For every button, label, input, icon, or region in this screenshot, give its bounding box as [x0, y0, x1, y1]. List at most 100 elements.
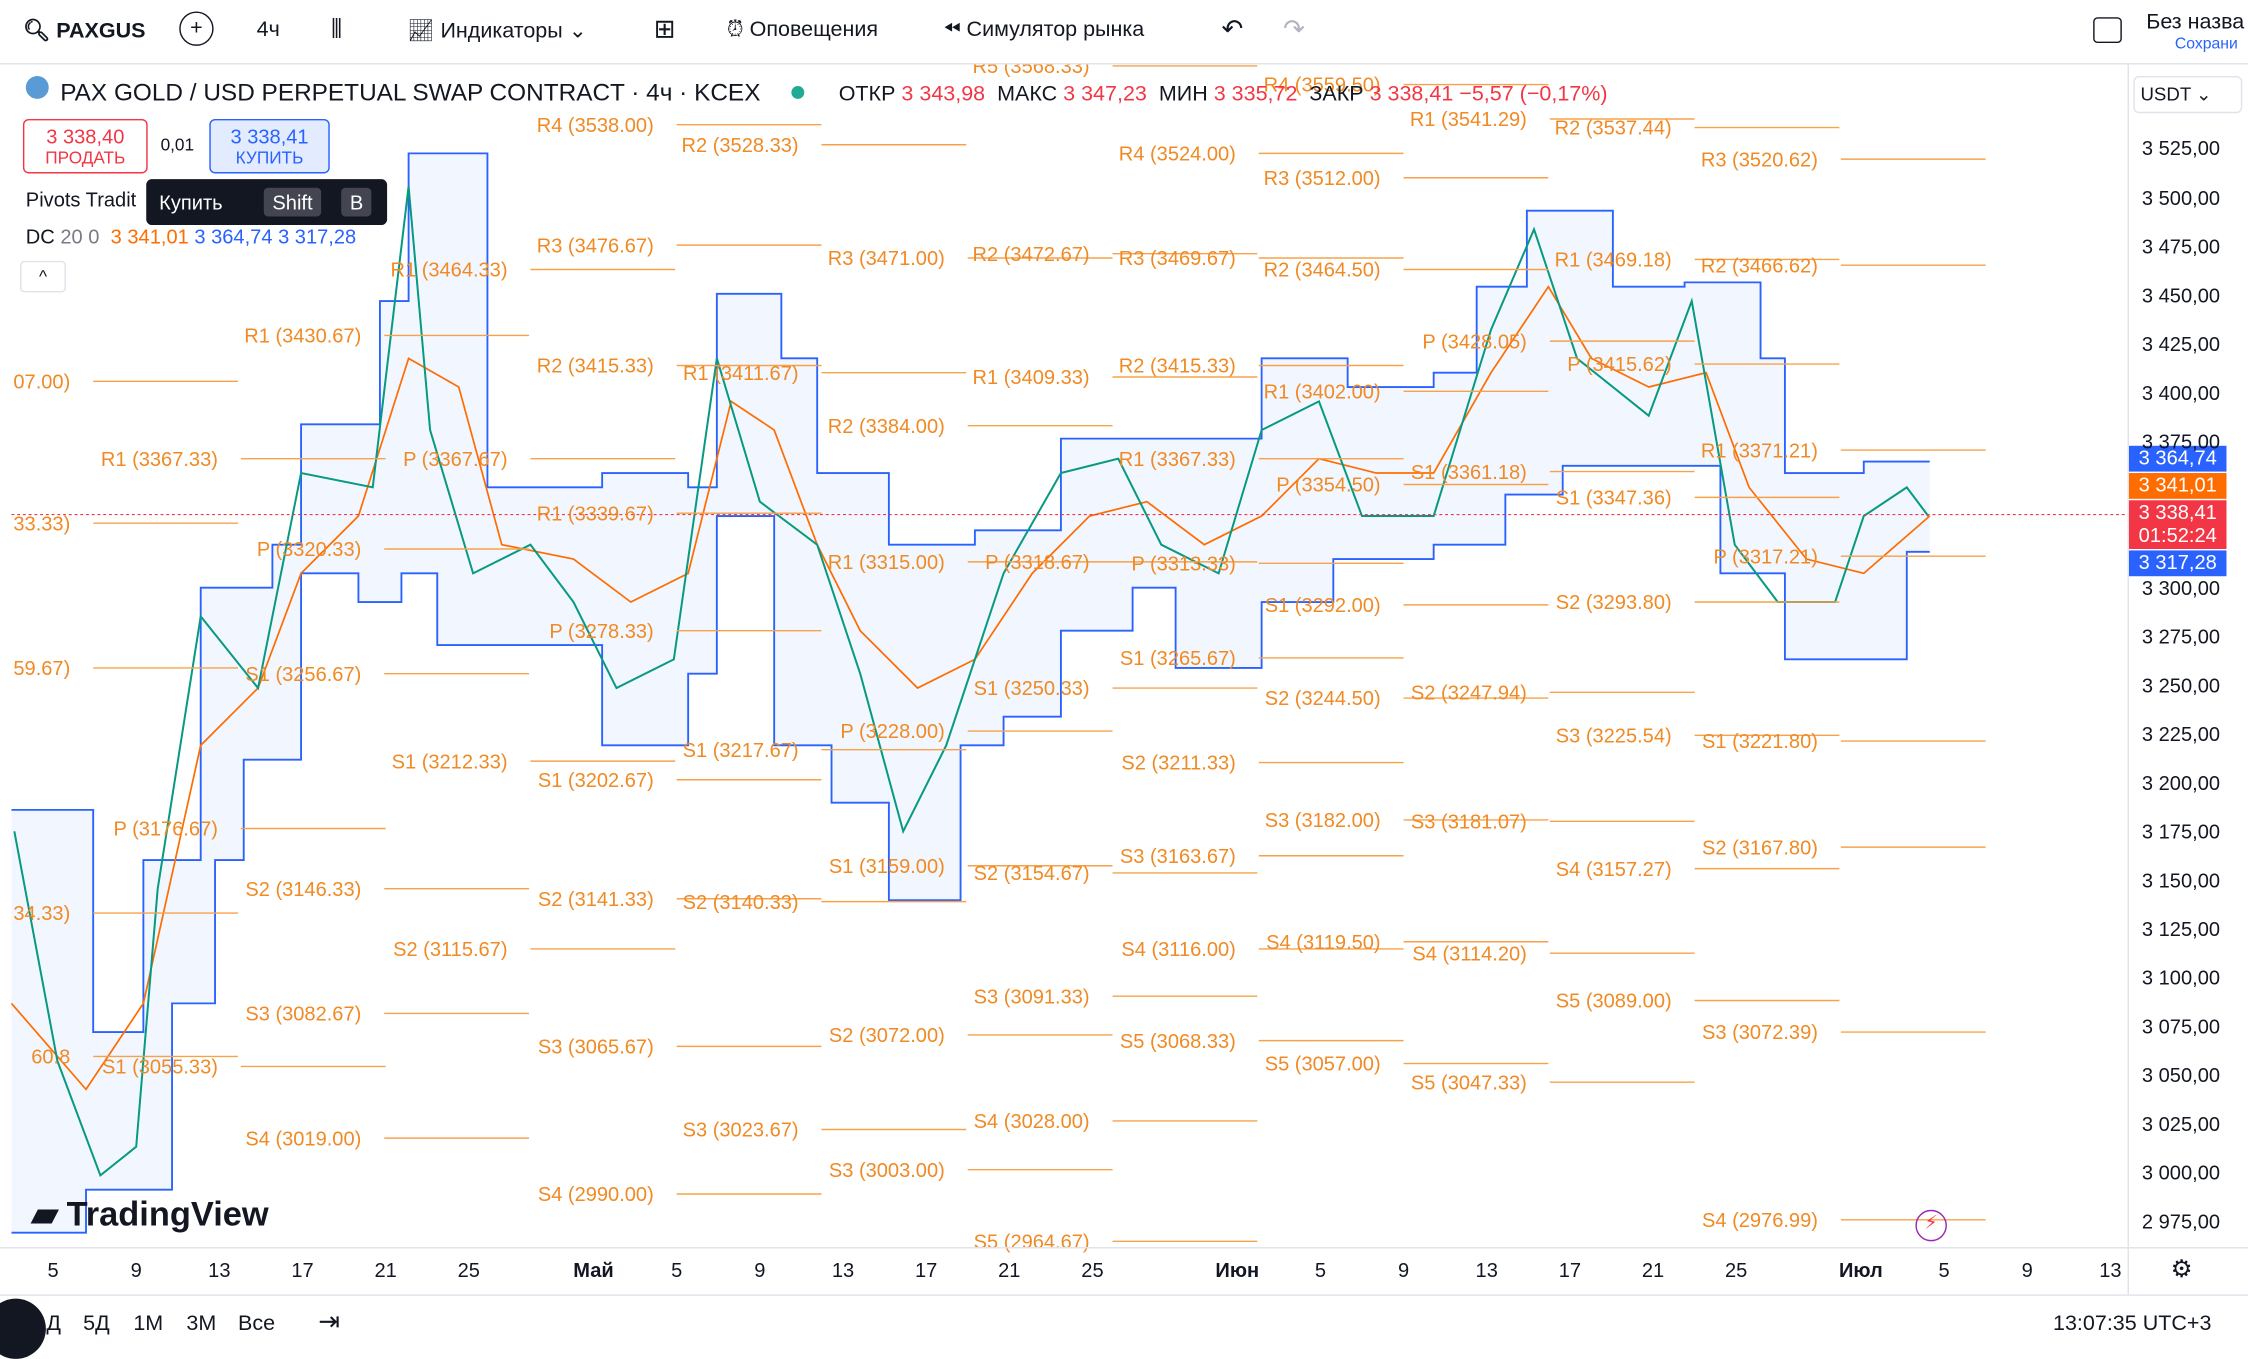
- layout-icon[interactable]: [2093, 17, 2122, 44]
- alerts-button[interactable]: ⏰︎ Оповещения: [726, 17, 879, 42]
- layout-name[interactable]: Без назва: [2146, 10, 2245, 35]
- time-label: 5: [47, 1258, 59, 1282]
- low-label: МИН: [1158, 81, 1208, 107]
- bar-timer: 01:52:24: [2138, 523, 2217, 547]
- pivot-label: S5 (3089.00): [1556, 991, 1672, 1013]
- basis-badge: 3 341,01: [2129, 473, 2227, 499]
- pivot-label: R4 (3538.00): [537, 115, 654, 137]
- pivot-label: R1 (3367.33): [101, 449, 218, 471]
- pivot-label: R1 (3402.00): [1264, 381, 1381, 403]
- redo[interactable]: ↷: [1283, 14, 1305, 44]
- range-button[interactable]: 5Д: [83, 1311, 110, 1336]
- replay-button[interactable]: ⏪︎ Симулятор рынка: [943, 17, 1145, 42]
- range-button[interactable]: Все: [237, 1311, 276, 1336]
- time-label: 5: [1938, 1258, 1950, 1282]
- pivot-label: R2 (3472.67): [973, 244, 1090, 266]
- price-label: 3 175,00: [2141, 819, 2221, 843]
- pivot-label: P (3318.67): [985, 552, 1089, 574]
- lower-badge: 3 317,28: [2129, 550, 2227, 577]
- ohlc: ОТКР 3 343,98 МАКС 3 347,23 МИН 3 335,72…: [839, 82, 1608, 106]
- time-label: 5: [671, 1258, 683, 1282]
- pivot-label: S1 (3221.80): [1702, 731, 1818, 753]
- time-label: 25: [1725, 1258, 1748, 1282]
- symbol[interactable]: PAXGUS: [56, 18, 146, 44]
- corner-button[interactable]: [0, 1298, 46, 1359]
- chart-title: PAX GOLD / USD PERPETUAL SWAP CONTRACT ·…: [60, 78, 761, 107]
- sell-button[interactable]: 3 338,40 ПРОДАТЬ: [22, 118, 148, 174]
- price-label: 3 375,00: [2141, 430, 2221, 453]
- pivots-legend[interactable]: Pivots Tradit: [25, 187, 137, 211]
- price-label: 3 050,00: [2141, 1063, 2221, 1087]
- time-label: 9: [2021, 1258, 2033, 1282]
- add-symbol[interactable]: +: [179, 11, 214, 46]
- pivot-label: S3 (3182.00): [1265, 810, 1381, 832]
- pivot-label: S3 (3163.67): [1120, 846, 1236, 868]
- pivot-label: S2 (3072.00): [829, 1025, 945, 1047]
- pivot-label: P (3415.62): [1567, 354, 1671, 376]
- replay-label: Симулятор рынка: [966, 17, 1145, 42]
- layouts[interactable]: ⊞: [653, 14, 676, 44]
- time-label: 17: [1558, 1258, 1582, 1282]
- price-label: 3 150,00: [2141, 868, 2221, 892]
- axis-settings[interactable]: ⚙︎: [2170, 1255, 2193, 1283]
- change-value: −5,57 (−0,17%): [1459, 81, 1608, 107]
- pivot-label: S1 (3217.67): [683, 740, 799, 762]
- pivot-label: R4 (3524.00): [1119, 144, 1236, 166]
- price-label: 2 975,00: [2141, 1209, 2221, 1233]
- collapse-legend[interactable]: ^: [20, 260, 66, 293]
- price-label: 3 525,00: [2141, 136, 2221, 160]
- pivot-label: R1 (3411.67): [683, 363, 799, 385]
- pivot-label: S4 (3119.50): [1266, 932, 1380, 954]
- flash-icon[interactable]: ⚡︎: [1915, 1209, 1947, 1242]
- pivot-label: R1 (3541.29): [1410, 109, 1527, 131]
- range-button[interactable]: 1Д: [34, 1311, 61, 1336]
- time-axis-line: [0, 1247, 2248, 1249]
- pivot-label: 33.33): [13, 513, 70, 535]
- brand-text: TradingView: [66, 1195, 269, 1235]
- price-label: 3 400,00: [2141, 381, 2221, 405]
- chart-type[interactable]: ⫴: [331, 14, 343, 44]
- pivot-label: S4 (3028.00): [974, 1111, 1090, 1133]
- dc-legend[interactable]: DC 20 0 3 341,01 3 364,74 3 317,28: [25, 225, 357, 248]
- pivot-label: R1 (3430.67): [244, 326, 361, 348]
- price-label: 3 475,00: [2141, 235, 2221, 259]
- pivot-label: P (3313.33): [1131, 553, 1235, 575]
- pivot-label: S3 (3072.39): [1702, 1022, 1818, 1044]
- buy-button[interactable]: 3 338,41 КУПИТЬ: [209, 118, 330, 174]
- pivot-label: S1 (3347.36): [1556, 488, 1672, 510]
- pivot-label: S1 (3292.00): [1265, 595, 1381, 617]
- pivot-label: S5 (2964.67): [974, 1231, 1090, 1253]
- pivot-label: S2 (3140.33): [683, 892, 799, 914]
- price-label: 3 275,00: [2141, 624, 2221, 648]
- indicators-button[interactable]: 📈︎ Индикаторы ⌄: [407, 18, 587, 44]
- time-label: 9: [130, 1258, 142, 1282]
- pivot-label: S1 (3265.67): [1120, 648, 1236, 670]
- pivot-label: R1 (3371.21): [1701, 440, 1818, 462]
- dc-offset: 0: [88, 225, 100, 248]
- clock[interactable]: 13:07:35 UTC+3: [2053, 1311, 2212, 1336]
- interval[interactable]: 4ч: [256, 17, 280, 42]
- price-badge: 3 338,41 01:52:24: [2129, 500, 2227, 549]
- price-label: 3 075,00: [2141, 1014, 2221, 1038]
- pivot-label: P (3176.67): [114, 819, 218, 841]
- currency-select[interactable]: USDT ⌄: [2133, 75, 2243, 114]
- pivot-label: S4 (3114.20): [1412, 943, 1526, 965]
- pivot-label: R2 (3415.33): [537, 356, 654, 378]
- pivot-label: R2 (3528.33): [682, 135, 799, 157]
- pivot-label: P (3367.67): [403, 449, 507, 471]
- alerts-label: Оповещения: [749, 17, 879, 42]
- save-status: Сохрани: [2174, 35, 2238, 54]
- time-label: 21: [998, 1258, 1021, 1282]
- range-button[interactable]: 1М: [133, 1311, 164, 1336]
- pivot-label: R3 (3520.62): [1701, 149, 1818, 171]
- pivot-label: S1 (3202.67): [538, 770, 654, 792]
- pivot-label: P (3278.33): [549, 621, 653, 643]
- channel-lower: [11, 464, 1930, 1234]
- goto-date[interactable]: ⇥: [318, 1307, 340, 1336]
- symbol-search[interactable]: 🔍︎ PAXGUS: [22, 18, 146, 44]
- range-button[interactable]: 3М: [186, 1311, 217, 1336]
- price-axis: [2127, 64, 2248, 1295]
- undo[interactable]: ↶: [1221, 14, 1244, 44]
- pivot-label: P (3317.21): [1713, 546, 1817, 568]
